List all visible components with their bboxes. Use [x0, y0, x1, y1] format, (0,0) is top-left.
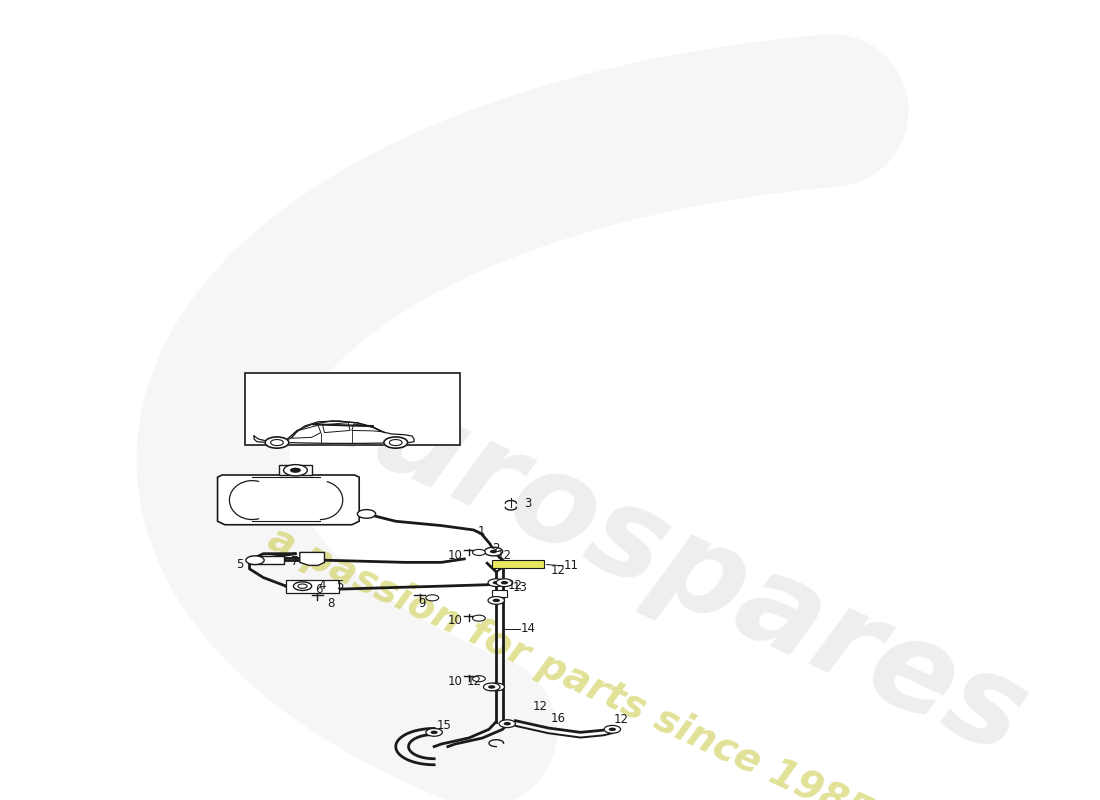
Text: 9: 9 [419, 597, 426, 610]
Text: 15: 15 [437, 719, 452, 732]
Circle shape [473, 615, 485, 621]
Circle shape [490, 550, 497, 554]
Circle shape [473, 676, 485, 682]
Text: 1: 1 [478, 525, 485, 538]
Circle shape [265, 437, 289, 448]
Circle shape [499, 720, 516, 727]
Polygon shape [218, 475, 360, 525]
Text: 4: 4 [318, 578, 326, 592]
Text: 16: 16 [551, 712, 566, 725]
Text: 6: 6 [316, 583, 322, 596]
Circle shape [500, 581, 508, 585]
Text: 14: 14 [521, 622, 536, 635]
Circle shape [430, 730, 438, 734]
Text: 7: 7 [290, 555, 298, 568]
Text: 12: 12 [551, 564, 566, 577]
Text: 10: 10 [448, 549, 463, 562]
Text: 10: 10 [448, 614, 463, 627]
Circle shape [246, 556, 264, 565]
Text: 8: 8 [327, 597, 334, 610]
Circle shape [493, 581, 499, 585]
Circle shape [488, 579, 505, 586]
Circle shape [298, 584, 307, 588]
Circle shape [358, 510, 375, 518]
Text: 11: 11 [564, 559, 579, 572]
Circle shape [504, 722, 510, 726]
Text: 10: 10 [448, 675, 463, 688]
Circle shape [496, 579, 513, 586]
Circle shape [426, 595, 439, 601]
Circle shape [493, 598, 499, 602]
Text: 12: 12 [532, 700, 548, 713]
Text: 12: 12 [468, 675, 482, 688]
Text: 13: 13 [513, 582, 528, 594]
Circle shape [284, 465, 307, 476]
Text: 2: 2 [492, 542, 499, 555]
Text: 3: 3 [524, 497, 531, 510]
Text: 12: 12 [507, 578, 522, 592]
Circle shape [488, 597, 505, 604]
Circle shape [488, 683, 505, 691]
Text: 12: 12 [614, 713, 628, 726]
Text: 5: 5 [235, 558, 243, 571]
Circle shape [493, 685, 499, 689]
Bar [279, 466, 312, 475]
Circle shape [484, 683, 499, 691]
Polygon shape [254, 421, 414, 443]
Bar [286, 580, 339, 593]
Circle shape [488, 685, 495, 689]
Polygon shape [492, 590, 507, 597]
Bar [252, 556, 284, 564]
Text: eurospares: eurospares [277, 338, 1044, 781]
Circle shape [294, 582, 311, 590]
Circle shape [290, 468, 301, 473]
Circle shape [426, 729, 442, 736]
Text: a passion for parts since 1985: a passion for parts since 1985 [262, 519, 877, 800]
Circle shape [473, 550, 485, 555]
Polygon shape [492, 560, 543, 568]
Circle shape [608, 727, 616, 731]
Circle shape [484, 547, 503, 556]
Circle shape [384, 437, 408, 448]
Text: 12: 12 [496, 549, 512, 562]
Bar [245, 374, 460, 445]
Text: 5: 5 [337, 578, 343, 592]
Circle shape [604, 726, 620, 734]
Polygon shape [300, 553, 324, 566]
